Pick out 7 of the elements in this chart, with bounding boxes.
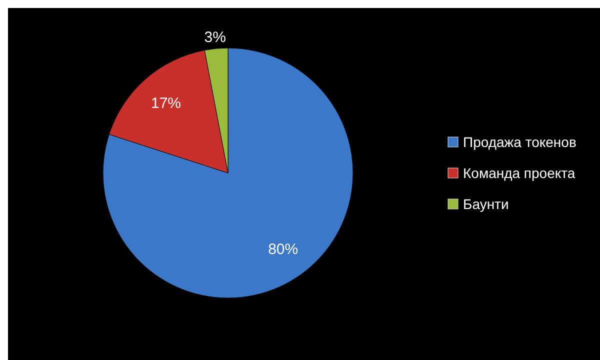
legend-label: Продажа токенов [463, 134, 576, 150]
data-label: 17% [150, 94, 182, 112]
pie-slice [102, 48, 354, 298]
data-label: 80% [268, 241, 298, 258]
data-label: 3% [204, 28, 226, 46]
legend-label: Команда проекта [463, 164, 576, 181]
legend-label: Баунти [463, 196, 509, 212]
